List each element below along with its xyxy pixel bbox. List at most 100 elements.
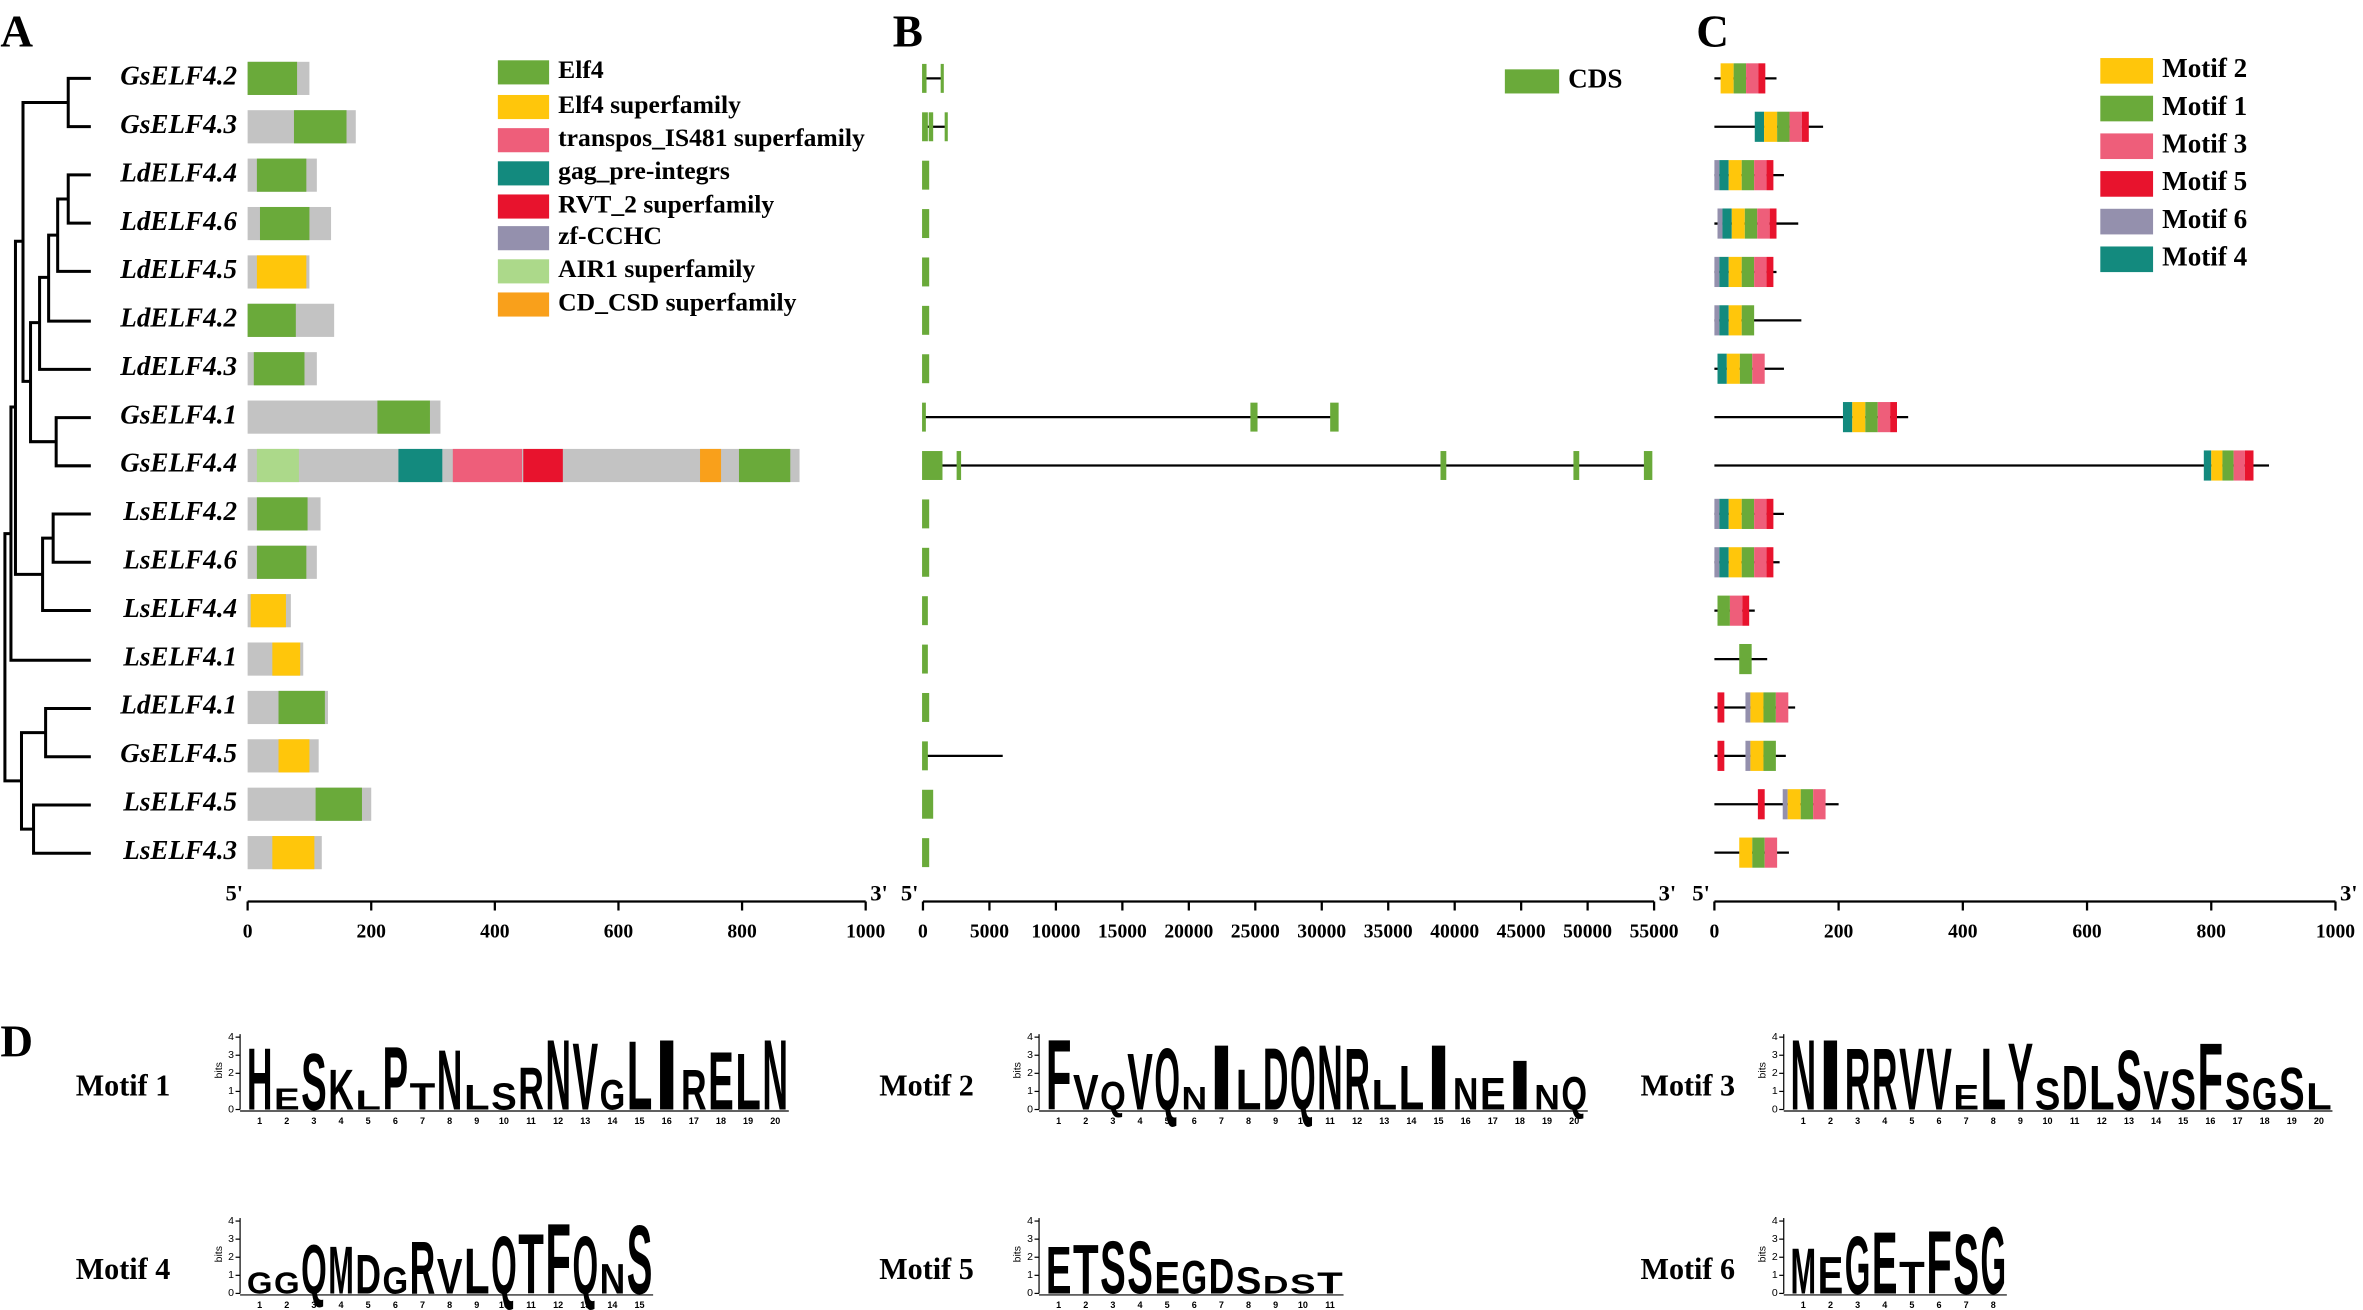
exon xyxy=(922,499,930,529)
logo-position: 5 xyxy=(366,1300,371,1310)
logo-column: F xyxy=(1046,1020,1072,1132)
logo-letter: L xyxy=(735,1037,761,1127)
x-tick-label: 5000 xyxy=(970,922,1009,943)
logo-tick-label: 1 xyxy=(1772,1269,1778,1281)
gene-label: GsELF4.3 xyxy=(120,109,237,139)
gene-label: GsELF4.5 xyxy=(120,738,237,768)
logo-position: 3 xyxy=(1110,1116,1115,1126)
gene-label: LsELF4.4 xyxy=(122,593,237,623)
logo-letter: S xyxy=(2035,1069,2061,1120)
logo-letter: K xyxy=(328,1058,354,1123)
logo-tick-label: 3 xyxy=(228,1049,234,1061)
logo-letter: P xyxy=(383,1028,409,1129)
legend-swatch xyxy=(2100,171,2154,197)
motif-box xyxy=(1813,789,1826,820)
logo-column: S xyxy=(627,1205,653,1310)
logo-position: 11 xyxy=(526,1116,536,1126)
logo-position: 12 xyxy=(1352,1116,1362,1126)
motif-box xyxy=(1741,547,1755,578)
logo-position: 15 xyxy=(635,1116,645,1126)
motif-box xyxy=(1714,256,1720,288)
logo-tick-label: 1 xyxy=(1027,1085,1033,1097)
x-tick-label: 1000 xyxy=(846,922,885,943)
logo-letter: S xyxy=(1236,1259,1262,1302)
logo-column: N xyxy=(545,1020,571,1132)
logo-position: 1 xyxy=(257,1300,262,1310)
motif-box xyxy=(1714,547,1720,578)
logo-letter: L xyxy=(1399,1052,1425,1123)
logo-letter: E xyxy=(1953,1078,1979,1117)
logo-letter: S xyxy=(2116,1033,2142,1128)
legend-label: CDS xyxy=(1568,64,1622,94)
logo-letter: I xyxy=(1426,1025,1452,1129)
logo-column: M xyxy=(1791,1235,1817,1308)
motif-box xyxy=(1800,789,1814,820)
logo-column: Q xyxy=(1290,1028,1316,1129)
end-label: 3' xyxy=(2340,881,2358,906)
x-tick-label: 600 xyxy=(604,922,634,943)
legend-swatch xyxy=(497,94,550,120)
logo-position: 12 xyxy=(553,1300,563,1310)
logo-column: M xyxy=(328,1232,354,1308)
logo-position: 18 xyxy=(2260,1116,2270,1126)
logo-position: 6 xyxy=(393,1116,398,1126)
logo-position: 15 xyxy=(1434,1116,1444,1126)
motif-name: Motif 3 xyxy=(1641,1068,1736,1102)
motif-box xyxy=(2222,450,2234,481)
motif-box xyxy=(1766,160,1774,191)
logo-position: 7 xyxy=(1964,1116,1969,1126)
logo-column: Q xyxy=(491,1218,517,1310)
logo-position: 5 xyxy=(1165,1300,1170,1310)
legend-label: Motif 5 xyxy=(2162,166,2247,196)
logo-tick-label: 3 xyxy=(1772,1233,1778,1245)
logo-tick-label: 3 xyxy=(1772,1049,1778,1061)
motif-box xyxy=(1789,111,1802,142)
motif-box xyxy=(1763,692,1776,723)
logo-letter: V xyxy=(1926,1031,1952,1129)
logo-position: 7 xyxy=(420,1116,425,1126)
logo-position: 2 xyxy=(1083,1116,1088,1126)
logo-column: N xyxy=(600,1256,626,1303)
logo-letter: G xyxy=(274,1267,300,1300)
logo-letter: N xyxy=(1453,1069,1479,1120)
logo-position: 14 xyxy=(607,1116,617,1126)
motif-box xyxy=(1754,111,1765,142)
logo-column: V xyxy=(437,1249,463,1305)
logo-position: 1 xyxy=(1801,1300,1806,1310)
logo-position: 10 xyxy=(499,1116,509,1126)
logo-letter: L xyxy=(1371,1072,1397,1119)
logo-letter: I xyxy=(654,1020,680,1132)
logo-column: R xyxy=(518,1055,544,1123)
logo-position: 2 xyxy=(1828,1300,1833,1310)
motif-box xyxy=(1777,111,1790,142)
logo-position: 8 xyxy=(1246,1300,1251,1310)
gene-label: GsELF4.2 xyxy=(120,61,237,91)
logo-y-label: bits xyxy=(1012,1246,1024,1262)
logo-letter: R xyxy=(1845,1031,1871,1129)
motif-name: Motif 2 xyxy=(879,1068,974,1102)
logo-position: 11 xyxy=(2070,1116,2080,1126)
domain xyxy=(256,497,308,531)
motif-box xyxy=(1745,692,1751,723)
logo-column: Q xyxy=(301,1229,327,1308)
logo-position: 7 xyxy=(1964,1300,1969,1310)
logo-letter: Q xyxy=(301,1229,327,1308)
logo-column: N xyxy=(1453,1069,1479,1120)
logo-position: 16 xyxy=(2205,1116,2215,1126)
exon xyxy=(922,112,928,142)
logo-tick-label: 3 xyxy=(1027,1233,1033,1245)
gene-label: LdELF4.4 xyxy=(119,157,237,187)
motif-box xyxy=(1750,692,1764,723)
logo-letter: Q xyxy=(572,1218,598,1310)
logo-letter: E xyxy=(1818,1246,1844,1305)
logo-letter: G xyxy=(1182,1251,1208,1305)
motif-box xyxy=(2211,450,2223,481)
logo-letter: Q xyxy=(1561,1067,1587,1121)
logo-column: N xyxy=(762,1020,788,1132)
logo-letter: L xyxy=(627,1021,653,1131)
logo-letter: S xyxy=(2170,1058,2196,1123)
gene-label: LdELF4.2 xyxy=(119,303,237,333)
logo-letter: V xyxy=(1073,1065,1099,1121)
motif-box xyxy=(1717,353,1727,384)
